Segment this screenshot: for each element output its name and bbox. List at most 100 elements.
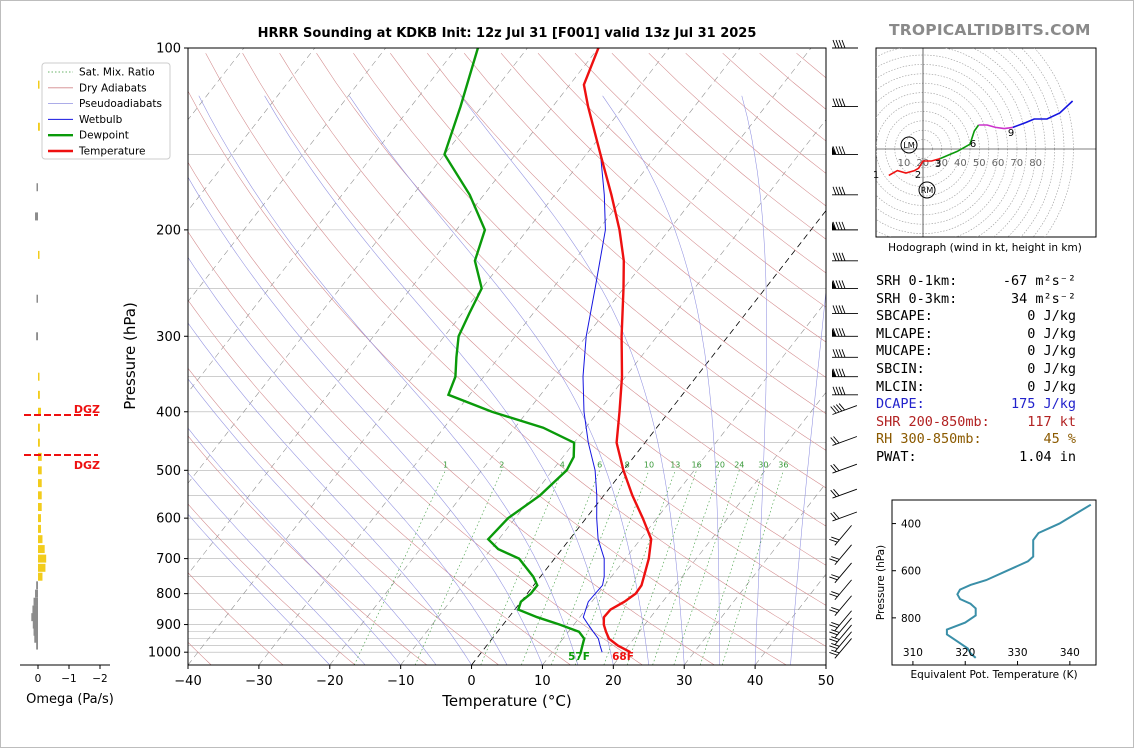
omega-bar	[38, 80, 40, 89]
chart-title: HRRR Sounding at KDKB Init: 12z Jul 31 […	[257, 26, 757, 41]
omega-bar	[36, 294, 38, 303]
mixing-ratio-label: 36	[778, 460, 788, 469]
omega-bar	[31, 613, 38, 622]
x-tick-label: −40	[174, 674, 201, 689]
isotherm-line	[542, 301, 826, 665]
hodograph-ring-label: 30	[935, 158, 948, 169]
moist-adiabat	[188, 378, 437, 665]
hodograph-trace	[888, 157, 941, 177]
hodograph-caption: Hodograph (wind in kt, height in km)	[888, 242, 1082, 254]
barb-flag	[835, 404, 843, 412]
dry-adiabat	[242, 53, 826, 606]
x-tick-label: 30	[676, 674, 693, 689]
omega-bar	[36, 183, 38, 192]
barb-flag	[832, 349, 837, 358]
barb-flag	[841, 305, 846, 314]
wind-barb	[829, 525, 852, 546]
wind-barb	[829, 610, 852, 631]
y-tick-label: 500	[156, 464, 181, 479]
omega-bar	[33, 627, 38, 636]
barb-shaft	[834, 525, 852, 546]
omega-axis-label: Omega (Pa/s)	[26, 692, 114, 707]
wind-barb	[830, 488, 858, 499]
mixing-ratio-line	[673, 470, 740, 665]
mixing-ratio-label: 10	[644, 460, 654, 469]
omega-bar	[38, 407, 41, 416]
wind-barb	[830, 511, 858, 522]
omega-bar	[38, 572, 43, 581]
mixing-ratio-label: 1	[443, 460, 448, 469]
barb-flag	[832, 386, 837, 395]
barb-flag	[838, 305, 843, 314]
omega-bar	[38, 250, 40, 259]
stat-label: SRH 0-1km:	[876, 273, 958, 289]
dry-adiabat	[188, 161, 715, 665]
omega-bar	[32, 605, 38, 614]
x-axis-label: Temperature (°C)	[441, 692, 571, 710]
x-tick-label: 40	[747, 674, 764, 689]
barb-flag	[841, 39, 846, 49]
stat-row: PWAT: 1.04 in	[876, 449, 1076, 466]
barb-flag	[831, 607, 840, 611]
dry-adiabat	[188, 367, 499, 665]
barb-shaft	[834, 617, 852, 639]
omega-bar	[36, 332, 38, 341]
barb-flag	[838, 252, 843, 261]
mixing-ratio-label: 13	[670, 460, 680, 469]
stat-value: 0 J/kg	[1027, 325, 1076, 342]
barb-shaft	[834, 562, 852, 584]
wind-barb	[830, 436, 858, 446]
barb-flag	[831, 649, 840, 654]
wind-barb	[832, 252, 858, 262]
x-tick-label: 10	[534, 674, 551, 689]
wind-barb	[830, 403, 858, 415]
barb-flag	[829, 624, 838, 629]
stat-label: SRH 0-3km:	[876, 290, 958, 307]
legend-entry: Sat. Mix. Ratio	[79, 67, 155, 79]
dry-adiabat	[390, 53, 826, 451]
theta-e-x-tick-label: 330	[1008, 647, 1028, 659]
mixing-ratio-line	[353, 470, 446, 665]
barb-flag	[841, 368, 846, 377]
barb-flag	[833, 488, 840, 496]
stat-value: 0 J/kg	[1027, 308, 1076, 325]
hodograph-ring-label: 50	[973, 158, 986, 169]
mixing-ratio-label: 16	[691, 460, 701, 469]
stat-value: 45 %	[1043, 431, 1076, 448]
barb-flag	[831, 629, 840, 633]
mixing-ratio-line	[574, 470, 650, 665]
barb-flag	[829, 609, 838, 614]
theta-e-x-tick-label: 340	[1060, 647, 1080, 659]
y-tick-label: 1000	[148, 646, 181, 661]
barb-flag	[830, 512, 837, 520]
omega-bar	[38, 122, 40, 131]
barb-flag	[841, 280, 846, 289]
barb-flag	[831, 574, 840, 578]
stat-value: 175 J/kg	[1010, 396, 1076, 413]
omega-bar	[38, 452, 42, 461]
hodograph-trace	[978, 124, 1013, 130]
barb-flag	[835, 386, 840, 395]
barb-flag	[832, 252, 837, 261]
mixing-ratio-line	[480, 470, 563, 665]
theta-e-y-tick-label: 600	[901, 566, 921, 578]
temperature-line	[582, 48, 653, 654]
mixing-ratio-label: 30	[758, 460, 768, 469]
y-tick-label: 900	[156, 618, 181, 633]
moist-adiabat	[741, 95, 767, 665]
barb-flag	[832, 186, 837, 196]
isotherm-line	[188, 48, 386, 302]
barb-shaft	[832, 463, 858, 474]
wind-barb	[829, 595, 852, 616]
barb-flag	[831, 636, 840, 640]
omega-bar	[38, 514, 41, 523]
wind-barb	[832, 221, 858, 231]
barb-flag	[841, 386, 846, 395]
legend-entry: Pseudoadiabats	[79, 98, 162, 110]
stat-row: DCAPE: 175 J/kg	[876, 396, 1076, 413]
omega-bar	[38, 535, 43, 544]
wind-barb	[829, 617, 852, 639]
dry-adiabat	[205, 53, 826, 647]
stat-row: MUCAPE: 0 J/kg	[876, 343, 1076, 360]
omega-bar	[38, 438, 40, 447]
